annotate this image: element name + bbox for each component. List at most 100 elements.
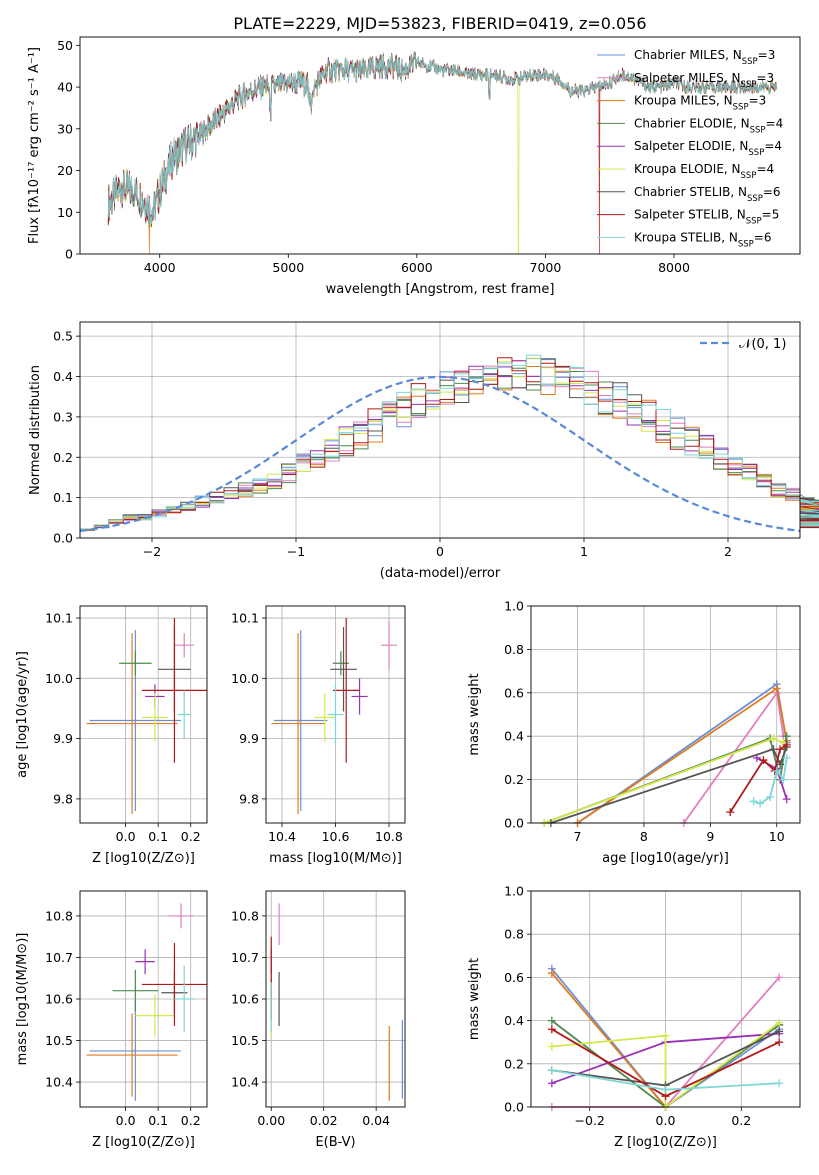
- weight-vs-age-lines: [540, 680, 791, 827]
- y-tick-label: 10.8: [45, 908, 73, 923]
- y-tick-label: 10.1: [231, 611, 259, 626]
- y-tick-label: 0.2: [504, 772, 524, 787]
- y-tick-label: 0: [65, 247, 73, 262]
- errorbar-salpeter-miles: [167, 903, 194, 929]
- errorbar-kroupa-elodie: [135, 994, 175, 1037]
- y-tick-label: 10.7: [45, 950, 73, 965]
- errorbar-chabrier-miles: [89, 1001, 181, 1101]
- weight-marker: [775, 1038, 784, 1047]
- weight-marker: [547, 1066, 556, 1075]
- y-tick-label: 10: [57, 205, 73, 220]
- legend-entry: Kroupa STELIB, NSSP=6: [634, 230, 772, 249]
- errorbar-salpeter-elodie: [351, 678, 368, 715]
- y-tick-label: 0.4: [53, 369, 73, 384]
- errorbar-chabrier-stelib: [330, 627, 357, 712]
- errorbar-kroupa-elodie: [314, 693, 336, 742]
- mass-vs-Z-axes: 0.0 0.1 0.2 10.4 10.5 10.6 10.7 10.8 Z [log10(Z/…: [15, 891, 207, 1150]
- weight-marker: [547, 1016, 556, 1025]
- y-axis-label: Normed distribution: [28, 365, 43, 495]
- x-tick-label: 7: [574, 829, 582, 844]
- x-tick-label: 10.8: [375, 829, 403, 844]
- legend-entry: Chabrier ELODIE, NSSP=4: [634, 116, 783, 135]
- errorbar-kroupa-stelib: [174, 965, 194, 1033]
- x-axis-label: mass [log10(M/M⊙)]: [269, 851, 402, 866]
- weight-marker: [766, 792, 775, 801]
- spectrum-axes: 4000 5000 6000 7000 8000 0 10 20 30 40 50 wavelengt…: [27, 38, 690, 297]
- weight-marker: [775, 1079, 784, 1088]
- y-tick-label: 10.6: [231, 992, 259, 1007]
- y-tick-label: 10.4: [45, 1075, 73, 1090]
- x-tick-label: 1: [580, 544, 588, 559]
- x-tick-label: 10.6: [322, 829, 350, 844]
- errorbar-kroupa-stelib: [327, 684, 344, 745]
- x-axis-label: Z [log10(Z/Z⊙)]: [92, 851, 195, 866]
- histogram-kroupa-miles: [79, 360, 819, 538]
- mass-vs-EBV-points: [270, 903, 403, 1101]
- weight-marker: [547, 1025, 556, 1034]
- weight-vs-age-frame: [530, 605, 801, 824]
- legend-entry: Salpeter MILES, NSSP=3: [634, 71, 774, 90]
- y-tick-label: 0.2: [504, 1056, 524, 1071]
- errorbar-salpeter-miles: [174, 633, 194, 658]
- weight-marker: [749, 797, 758, 806]
- y-tick-label: 9.8: [239, 791, 259, 806]
- histogram-salpeter-stelib: [79, 357, 819, 538]
- y-tick-label: 0.6: [504, 970, 524, 985]
- y-tick-label: 9.9: [53, 731, 73, 746]
- y-tick-label: 10.0: [231, 671, 259, 686]
- x-tick-label: 2: [724, 544, 732, 559]
- errorbar-salpeter-stelib: [332, 618, 360, 763]
- mass-vs-Z-frame: [79, 890, 208, 1108]
- weight-marker: [756, 799, 765, 808]
- x-tick-label: 0.1: [148, 1113, 168, 1128]
- y-tick-label: 40: [57, 80, 73, 95]
- y-tick-label: 0.8: [504, 642, 524, 657]
- age-vs-Z-axes: 0.0 0.1 0.2 9.8 9.9 10.0 10.1 Z [log10(Z/Z⊙)] ag…: [15, 606, 207, 866]
- errorbar-chabrier-elodie: [119, 651, 152, 676]
- mass-vs-EBV-axes: 0.00 0.02 0.04 10.4 10.5 10.6 10.7 10.8 E(B-V): [231, 891, 405, 1150]
- legend-entry: Kroupa MILES, NSSP=3: [634, 94, 766, 113]
- weight-marker: [782, 732, 791, 741]
- legend-entry: 𝒩(0, 1): [739, 337, 786, 352]
- errorbar-kroupa-miles: [86, 1013, 178, 1097]
- y-tick-label: 10.5: [231, 1033, 259, 1048]
- x-tick-label: 0.0: [116, 829, 136, 844]
- weight-marker: [772, 766, 781, 775]
- x-tick-label: −2: [143, 544, 161, 559]
- y-tick-label: 10.7: [231, 950, 259, 965]
- x-tick-label: 0.2: [731, 1113, 751, 1128]
- weight-marker: [782, 740, 791, 749]
- y-tick-label: 50: [57, 38, 73, 53]
- weight-marker: [547, 1079, 556, 1088]
- x-tick-label: 4000: [144, 260, 176, 275]
- x-tick-label: −0.2: [575, 1113, 605, 1128]
- legend-entry: Salpeter ELODIE, NSSP=4: [634, 139, 782, 158]
- errorbar-salpeter-elodie: [135, 949, 155, 975]
- x-axis-label: wavelength [Angstrom, rest frame]: [326, 282, 555, 297]
- x-tick-label: 0.00: [257, 1113, 285, 1128]
- weight-line-chabrier-stelib: [550, 746, 788, 824]
- x-tick-label: 9: [706, 829, 714, 844]
- weight-vs-age-axes: 7 8 9 10 0.0 0.2 0.4 0.6 0.8 1.0 age [log10(age/yr…: [467, 599, 800, 866]
- y-tick-label: 9.8: [53, 791, 73, 806]
- y-tick-label: 0.4: [504, 729, 524, 744]
- x-tick-label: 0.02: [310, 1113, 338, 1128]
- weight-marker: [661, 1031, 670, 1040]
- y-axis-label: Flux [fλ10⁻¹⁷ erg cm⁻² s⁻¹ A⁻¹]: [27, 47, 42, 244]
- y-tick-label: 10.1: [45, 611, 73, 626]
- residual-histograms: [79, 354, 819, 538]
- x-tick-label: 0.0: [656, 1113, 676, 1128]
- weight-marker: [776, 745, 785, 754]
- mass-vs-Z-points: [86, 903, 207, 1101]
- y-tick-label: 0.0: [504, 1100, 524, 1115]
- y-axis-label: mass weight: [467, 673, 482, 755]
- x-tick-label: 0: [436, 544, 444, 559]
- y-tick-label: 10.8: [231, 908, 259, 923]
- spectrum-frame: [79, 36, 801, 255]
- weight-marker: [775, 1027, 784, 1036]
- y-tick-label: 9.9: [239, 731, 259, 746]
- weight-marker: [547, 969, 556, 978]
- legend-entry: Kroupa ELODIE, NSSP=4: [634, 162, 774, 181]
- weight-line-salpeter-miles: [683, 690, 785, 824]
- legend-entry: Chabrier STELIB, NSSP=6: [634, 185, 781, 204]
